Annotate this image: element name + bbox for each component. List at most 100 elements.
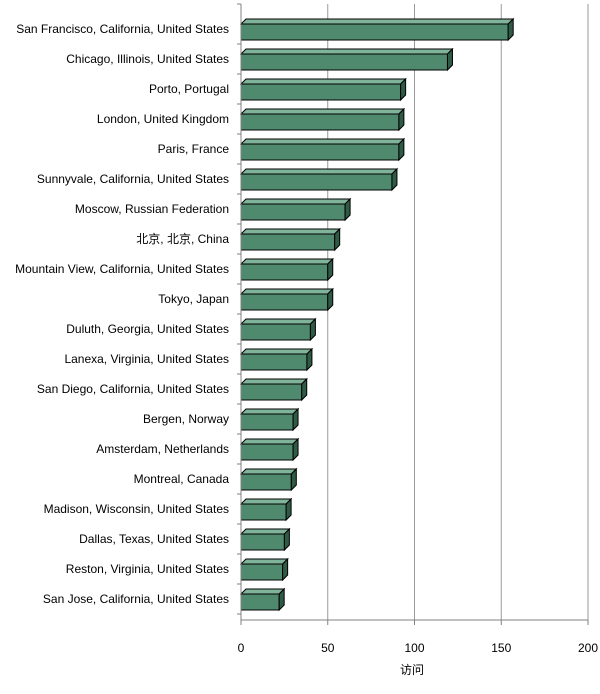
bar-side — [309, 317, 316, 342]
category-label: Lanexa, Virginia, United States — [64, 352, 229, 366]
bar-top — [239, 558, 289, 565]
bar — [239, 47, 454, 72]
x-tick-label: 100 — [404, 641, 424, 655]
bar — [239, 197, 352, 222]
category-label: San Diego, California, United States — [37, 382, 229, 396]
bar-top — [239, 318, 317, 325]
bar-top — [239, 168, 399, 175]
bar-front — [240, 263, 329, 281]
bar-front — [240, 563, 284, 581]
category-label: San Jose, California, United States — [43, 592, 229, 606]
x-axis-label: 访问 — [400, 663, 424, 677]
bar-top — [239, 348, 314, 355]
bar-side — [285, 497, 292, 522]
bar-side — [283, 527, 290, 552]
bar-front — [240, 293, 329, 311]
category-label: Mountain View, California, United States — [15, 262, 229, 276]
bar-side — [327, 257, 334, 282]
bar — [239, 77, 407, 102]
bar-front — [240, 353, 308, 371]
bar-side — [446, 47, 453, 72]
bar — [239, 557, 289, 582]
category-label: Paris, France — [158, 142, 230, 156]
bar-front — [240, 533, 285, 551]
category-label: Reston, Virginia, United States — [66, 562, 229, 576]
x-tick-label: 0 — [238, 641, 245, 655]
bar-front — [240, 143, 400, 161]
bar-side — [398, 137, 405, 162]
bar-top — [239, 528, 291, 535]
bar-front — [240, 23, 509, 41]
bar-front — [240, 233, 336, 251]
bar-front — [240, 383, 303, 401]
category-label: London, United Kingdom — [97, 112, 229, 126]
bar-front — [240, 203, 346, 221]
bar-side — [282, 557, 289, 582]
bar-side — [301, 377, 308, 402]
bar — [239, 407, 300, 432]
category-label: Sunnyvale, California, United States — [37, 172, 229, 186]
bar-top — [239, 408, 300, 415]
bar-top — [239, 228, 341, 235]
bar — [239, 317, 317, 342]
bar — [239, 497, 293, 522]
bar-front — [240, 503, 287, 521]
category-label: San Francisco, California, United States — [16, 22, 229, 36]
bar-top — [239, 498, 293, 505]
category-labels: San Francisco, California, United States… — [15, 22, 229, 606]
bar-top — [239, 378, 308, 385]
bar-front — [240, 173, 393, 191]
bar-front — [240, 413, 294, 431]
bar — [239, 227, 341, 252]
bar — [239, 527, 291, 552]
category-label: Amsterdam, Netherlands — [96, 442, 229, 456]
category-label: 北京, 北京, China — [136, 232, 229, 246]
bar-top — [239, 288, 334, 295]
bar-side — [334, 227, 341, 252]
bar-top — [239, 78, 407, 85]
bar — [239, 467, 298, 492]
bar — [239, 287, 334, 312]
bar — [239, 167, 399, 192]
bar-front — [240, 53, 448, 71]
category-label: Duluth, Georgia, United States — [66, 322, 229, 336]
bar-side — [391, 167, 398, 192]
bar-side — [290, 467, 297, 492]
category-label: Porto, Portugal — [149, 82, 229, 96]
bar-top — [239, 108, 406, 115]
bar-side — [306, 347, 313, 372]
bar-front — [240, 83, 402, 101]
bar-side — [292, 437, 299, 462]
category-label: Montreal, Canada — [134, 472, 230, 486]
bar — [239, 347, 314, 372]
category-label: Chicago, Illinois, United States — [66, 52, 229, 66]
bar-top — [239, 138, 406, 145]
bar-side — [278, 587, 285, 612]
bar-front — [240, 443, 294, 461]
category-label: Dallas, Texas, United States — [79, 532, 229, 546]
axes — [237, 3, 589, 625]
x-tick-labels: 0 50 100 150 200 — [238, 641, 599, 655]
bar — [239, 377, 308, 402]
bar — [239, 587, 286, 612]
bar-top — [239, 198, 352, 205]
bar — [239, 17, 515, 42]
bar-front — [240, 593, 280, 611]
bar-side — [398, 107, 405, 132]
x-tick-label: 50 — [321, 641, 335, 655]
bar-top — [239, 18, 515, 25]
bar — [239, 257, 334, 282]
bar-top — [239, 468, 298, 475]
bar-top — [239, 438, 300, 445]
bar-side — [292, 407, 299, 432]
bar-side — [327, 287, 334, 312]
bar-top — [239, 258, 334, 265]
bar-front — [240, 323, 311, 341]
bar-top — [239, 48, 454, 55]
category-label: Bergen, Norway — [143, 412, 229, 426]
bar-top — [239, 588, 286, 595]
bar-front — [240, 473, 292, 491]
category-label: Madison, Wisconsin, United States — [44, 502, 229, 516]
x-tick-label: 200 — [578, 641, 598, 655]
